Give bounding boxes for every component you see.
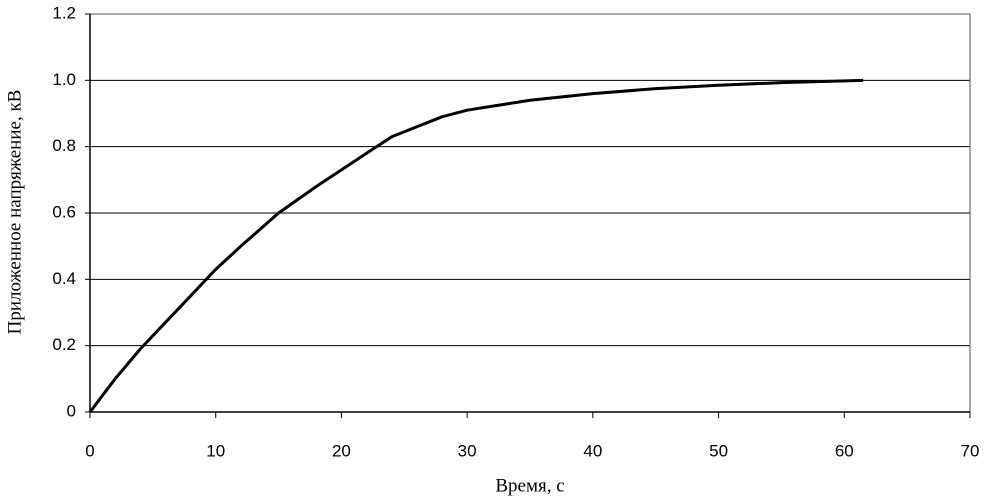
x-tick-label: 30 [458, 441, 477, 460]
x-tick-label: 40 [583, 441, 602, 460]
y-tick-label: 0.8 [52, 136, 76, 155]
x-tick-label: 70 [961, 441, 980, 460]
x-tick-label: 20 [332, 441, 351, 460]
x-tick-label: 0 [85, 441, 94, 460]
y-axis-title: Приложенное напряжение, кВ [4, 90, 25, 335]
y-tick-label: 1.2 [52, 3, 76, 22]
x-axis-title: Время, с [495, 475, 564, 496]
x-tick-label: 60 [835, 441, 854, 460]
x-tick-label: 10 [206, 441, 225, 460]
y-tick-label: 1.0 [52, 70, 76, 89]
y-tick-label: 0 [67, 401, 76, 420]
data-line [88, 78, 864, 413]
y-tick-label: 0.2 [52, 335, 76, 354]
y-tick-label: 0.4 [52, 269, 76, 288]
y-tick-label: 0.6 [52, 202, 76, 221]
x-tick-label: 50 [709, 441, 728, 460]
